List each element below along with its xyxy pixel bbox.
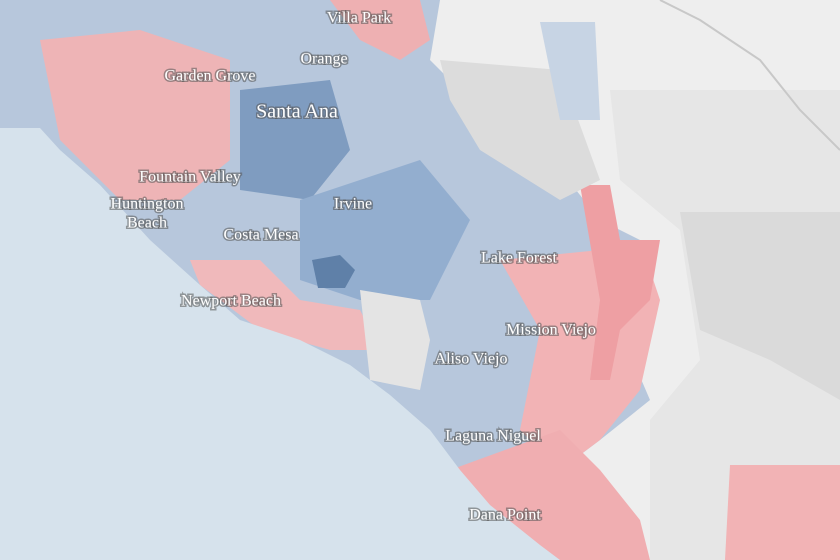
place-label: Huntington — [111, 196, 184, 213]
place-label: Garden Grove — [164, 68, 255, 85]
red-area — [725, 465, 840, 560]
road — [659, 0, 840, 151]
place-label: Laguna Niguel — [445, 428, 541, 445]
red-area — [330, 0, 430, 60]
gray-area — [680, 212, 840, 400]
place-label: Orange — [300, 51, 347, 68]
place-label: Dana Point — [469, 507, 541, 524]
dark-blue-area — [312, 255, 355, 288]
dark-blue-area — [240, 80, 350, 200]
place-label: Fountain Valley — [139, 169, 240, 186]
red-area — [40, 30, 230, 200]
ocean — [0, 128, 560, 560]
red-area — [580, 185, 660, 380]
place-label: Mission Viejo — [506, 322, 596, 339]
red-area — [450, 430, 650, 560]
gray-area — [360, 290, 430, 390]
place-label: Beach — [127, 215, 167, 232]
red-area — [190, 260, 380, 350]
place-label: Villa Park — [327, 10, 391, 27]
blue-area — [540, 22, 600, 120]
place-label: Irvine — [334, 196, 372, 213]
place-labels: Villa Park Orange Garden Grove Santa Ana… — [109, 8, 597, 525]
place-label: Costa Mesa — [223, 227, 298, 244]
place-label: Santa Ana — [256, 101, 338, 123]
place-label: Lake Forest — [481, 250, 558, 267]
place-label: Newport Beach — [181, 293, 281, 310]
place-label: Aliso Viejo — [435, 351, 508, 368]
